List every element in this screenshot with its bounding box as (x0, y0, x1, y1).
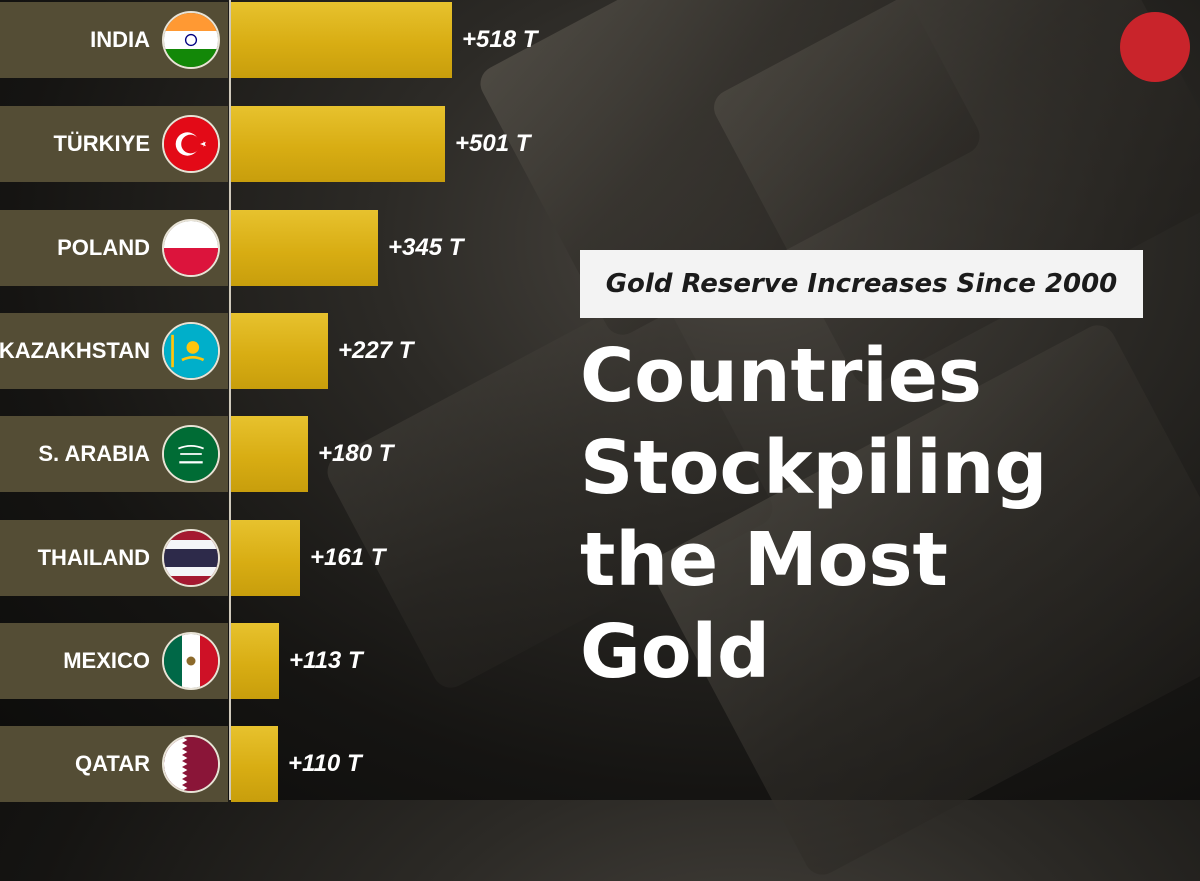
category-label: KAZAKHSTAN (0, 338, 150, 363)
bar (231, 210, 378, 286)
category-label: S. ARABIA (38, 441, 150, 466)
bar (231, 623, 279, 699)
data-label: +180 T (318, 440, 394, 467)
category-label: THAILAND (37, 545, 150, 570)
bar (231, 416, 308, 492)
title-line: Gold (580, 609, 770, 695)
chart-title: Countries Stockpiling the Most Gold (580, 330, 1140, 698)
chart-axis-line (229, 0, 231, 800)
poland-flag-icon (162, 219, 220, 277)
data-label: +110 T (288, 750, 362, 777)
data-label: +161 T (310, 544, 386, 571)
bar (231, 520, 300, 596)
mexico-flag-icon (162, 632, 220, 690)
category-label: POLAND (57, 235, 150, 260)
bar (231, 106, 445, 182)
data-label: +227 T (338, 337, 414, 364)
category-label: TÜRKIYE (53, 131, 150, 156)
publisher-logo (1120, 12, 1190, 82)
turkey-flag-icon (162, 115, 220, 173)
chart-subtitle: Gold Reserve Increases Since 2000 (605, 269, 1118, 299)
qatar-flag-icon (162, 735, 220, 793)
saudi-arabia-flag-icon (162, 425, 220, 483)
india-flag-icon (162, 11, 220, 69)
data-label: +345 T (388, 234, 464, 261)
thailand-flag-icon (162, 529, 220, 587)
data-label: +501 T (455, 130, 531, 157)
data-label: +113 T (289, 647, 363, 674)
title-line: Stockpiling (580, 425, 1048, 511)
category-label: INDIA (90, 27, 150, 52)
kazakhstan-flag-icon (162, 322, 220, 380)
bar (231, 313, 328, 389)
bar (231, 726, 278, 802)
data-label: +518 T (462, 26, 538, 53)
category-label: QATAR (75, 751, 150, 776)
subtitle-box: Gold Reserve Increases Since 2000 (580, 250, 1143, 318)
bar (231, 2, 452, 78)
category-label: MEXICO (63, 648, 150, 673)
title-line: the Most (580, 517, 948, 603)
title-line: Countries (580, 333, 982, 419)
